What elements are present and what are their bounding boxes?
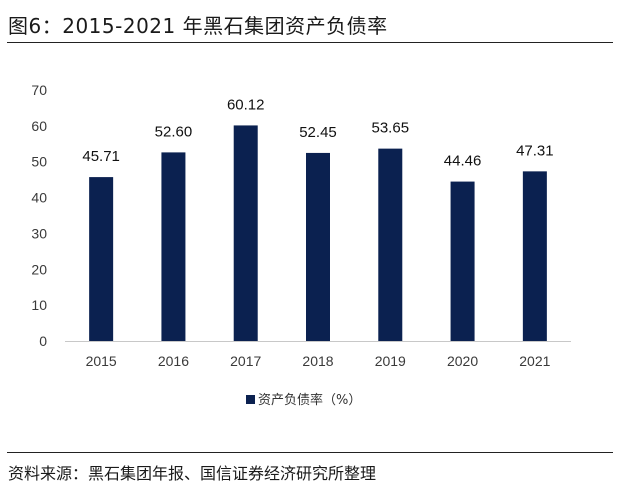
y-tick-label: 40 xyxy=(31,190,47,206)
x-tick-label-2015: 2015 xyxy=(86,353,117,369)
y-tick-label: 0 xyxy=(39,333,47,349)
data-label-2021: 47.31 xyxy=(516,142,554,159)
data-label-2015: 45.71 xyxy=(82,148,120,165)
source-note: 资料来源：黑石集团年报、国信证券经济研究所整理 xyxy=(8,464,377,483)
data-label-2016: 52.60 xyxy=(155,123,193,140)
y-tick-label: 20 xyxy=(31,261,47,277)
x-tick-label-2019: 2019 xyxy=(375,353,406,369)
data-label-2020: 44.46 xyxy=(444,153,482,170)
bars-group xyxy=(89,125,547,342)
bar-2015 xyxy=(89,177,114,341)
x-tick-label-2018: 2018 xyxy=(302,353,333,369)
y-tick-label: 50 xyxy=(31,154,47,170)
data-label-2017: 60.12 xyxy=(227,96,265,113)
y-tick-label: 30 xyxy=(31,225,47,241)
x-tick-label-2021: 2021 xyxy=(519,353,550,369)
data-label-2018: 52.45 xyxy=(299,124,337,141)
bar-2019 xyxy=(378,148,403,341)
data-labels-group: 45.71 52.60 60.12 52.45 53.65 44.46 47.31 xyxy=(82,96,553,169)
title-divider xyxy=(7,42,613,43)
figure-title: 图6：2015-2021 年黑石集团资产负债率 xyxy=(8,14,388,38)
y-axis-ticks: 0 10 20 30 40 50 60 70 xyxy=(31,82,47,349)
bar-2018 xyxy=(306,152,330,341)
y-tick-label: 10 xyxy=(31,297,47,313)
y-tick-label: 60 xyxy=(31,118,47,134)
bar-2020 xyxy=(450,181,475,341)
debt-ratio-bar-chart: 0 10 20 30 40 50 60 70 45.71 52.60 60.12 52.45 53.6… xyxy=(31,82,571,408)
y-tick-label: 70 xyxy=(31,82,47,98)
legend: 资产负债率（%） xyxy=(246,392,361,408)
x-tick-label-2017: 2017 xyxy=(230,353,261,369)
bar-2021 xyxy=(522,171,547,341)
x-tick-label-2020: 2020 xyxy=(447,353,478,369)
data-label-2019: 53.65 xyxy=(372,120,410,137)
source-divider xyxy=(7,452,613,453)
bar-2017 xyxy=(233,125,258,342)
x-tick-label-2016: 2016 xyxy=(158,353,189,369)
x-axis-ticks: 2015 2016 2017 2018 2019 2020 2021 xyxy=(86,353,551,369)
legend-swatch xyxy=(246,395,255,404)
bar-2016 xyxy=(161,152,186,341)
legend-label: 资产负债率（%） xyxy=(258,392,361,408)
